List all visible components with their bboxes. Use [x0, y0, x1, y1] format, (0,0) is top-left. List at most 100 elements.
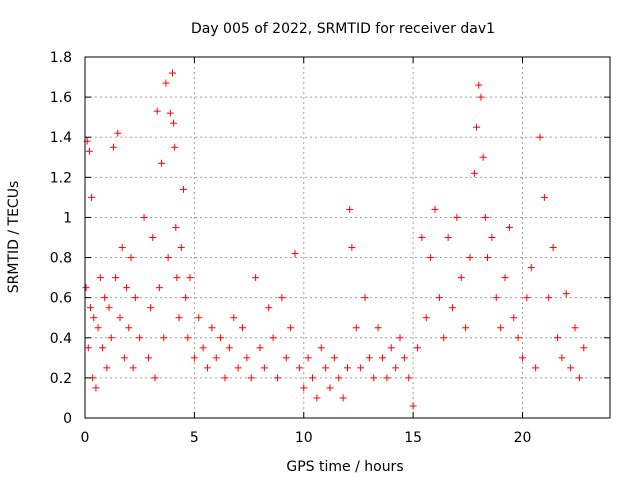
- data-point: [144, 354, 152, 362]
- data-point: [120, 354, 128, 362]
- y-tick-label: 0.2: [50, 371, 72, 387]
- data-point: [195, 314, 203, 322]
- data-point: [444, 234, 452, 241]
- data-point: [352, 324, 360, 332]
- data-point: [184, 334, 192, 342]
- data-point: [481, 213, 489, 221]
- data-point: [208, 324, 216, 332]
- x-tick-label: 0: [81, 430, 90, 446]
- data-point: [457, 274, 465, 282]
- data-points: [82, 69, 588, 410]
- data-point: [140, 213, 148, 221]
- data-point: [171, 143, 179, 151]
- data-point: [239, 324, 246, 332]
- data-point: [374, 324, 382, 332]
- y-axis-ticks: 0 0.2 0.4 0.6 0.8 1 1.2 1.4 1.6 1.8: [50, 50, 610, 427]
- data-point: [291, 250, 299, 258]
- data-point: [265, 304, 273, 312]
- data-point: [169, 69, 176, 77]
- y-tick-label: 1.8: [50, 50, 72, 66]
- data-point: [510, 314, 518, 322]
- data-point: [247, 374, 255, 382]
- data-point: [172, 223, 180, 231]
- y-tick-label: 1.2: [50, 170, 72, 186]
- data-point: [409, 402, 417, 410]
- data-point: [427, 254, 435, 262]
- data-point: [90, 314, 98, 322]
- data-point: [479, 153, 487, 161]
- data-point: [554, 334, 561, 342]
- data-point: [396, 334, 404, 342]
- data-point: [147, 304, 155, 312]
- data-point: [114, 129, 122, 137]
- data-point: [379, 354, 386, 362]
- data-point: [153, 107, 161, 115]
- x-tick-label: 5: [190, 430, 199, 446]
- data-point: [571, 324, 579, 332]
- y-tick-label: 0: [63, 411, 72, 427]
- data-point: [158, 159, 166, 167]
- data-point: [326, 384, 334, 392]
- x-axis-label: GPS time / hours: [286, 459, 403, 475]
- data-point: [505, 223, 513, 231]
- data-point: [182, 294, 190, 302]
- data-point: [190, 354, 198, 362]
- data-point: [131, 294, 139, 302]
- data-point: [166, 109, 174, 117]
- data-point: [82, 284, 90, 292]
- data-point: [125, 324, 133, 332]
- data-point: [344, 364, 351, 372]
- data-point: [405, 374, 413, 382]
- data-point: [86, 304, 94, 312]
- data-point: [123, 284, 131, 292]
- plot-frame: [84, 56, 611, 419]
- data-point: [287, 324, 295, 332]
- data-point: [295, 364, 303, 372]
- data-point: [85, 147, 93, 155]
- data-point: [107, 334, 115, 342]
- data-point: [256, 344, 264, 352]
- data-point: [204, 364, 211, 372]
- data-point: [129, 364, 137, 372]
- data-point: [400, 354, 408, 362]
- data-point: [179, 185, 187, 193]
- x-tick-label: 15: [404, 430, 422, 446]
- data-point: [532, 364, 540, 372]
- data-point: [149, 234, 157, 241]
- data-point: [422, 314, 430, 322]
- y-tick-label: 1: [63, 210, 72, 226]
- data-point: [212, 354, 220, 362]
- data-point: [99, 344, 106, 352]
- data-point: [462, 324, 470, 332]
- data-point: [470, 169, 478, 177]
- data-point: [497, 324, 505, 332]
- data-point: [558, 354, 566, 362]
- data-point: [92, 384, 100, 392]
- data-point: [274, 374, 281, 382]
- data-point: [348, 244, 356, 252]
- data-point: [322, 364, 330, 372]
- y-tick-label: 1.4: [50, 130, 72, 146]
- data-point: [269, 334, 277, 342]
- data-point: [170, 119, 178, 127]
- data-point: [514, 334, 522, 342]
- data-point: [540, 193, 548, 201]
- data-point: [549, 244, 557, 252]
- data-point: [282, 354, 290, 362]
- data-point: [365, 354, 373, 362]
- data-point: [501, 274, 509, 282]
- data-point: [304, 354, 312, 362]
- data-point: [313, 394, 321, 402]
- data-point: [116, 314, 124, 322]
- data-point: [127, 254, 135, 262]
- data-point: [330, 354, 338, 362]
- data-point: [339, 394, 347, 402]
- data-point: [160, 334, 168, 342]
- data-point: [155, 284, 163, 292]
- data-point: [234, 364, 242, 372]
- data-point: [519, 354, 526, 362]
- data-point: [278, 294, 286, 302]
- data-point: [370, 374, 378, 382]
- data-point: [162, 79, 170, 87]
